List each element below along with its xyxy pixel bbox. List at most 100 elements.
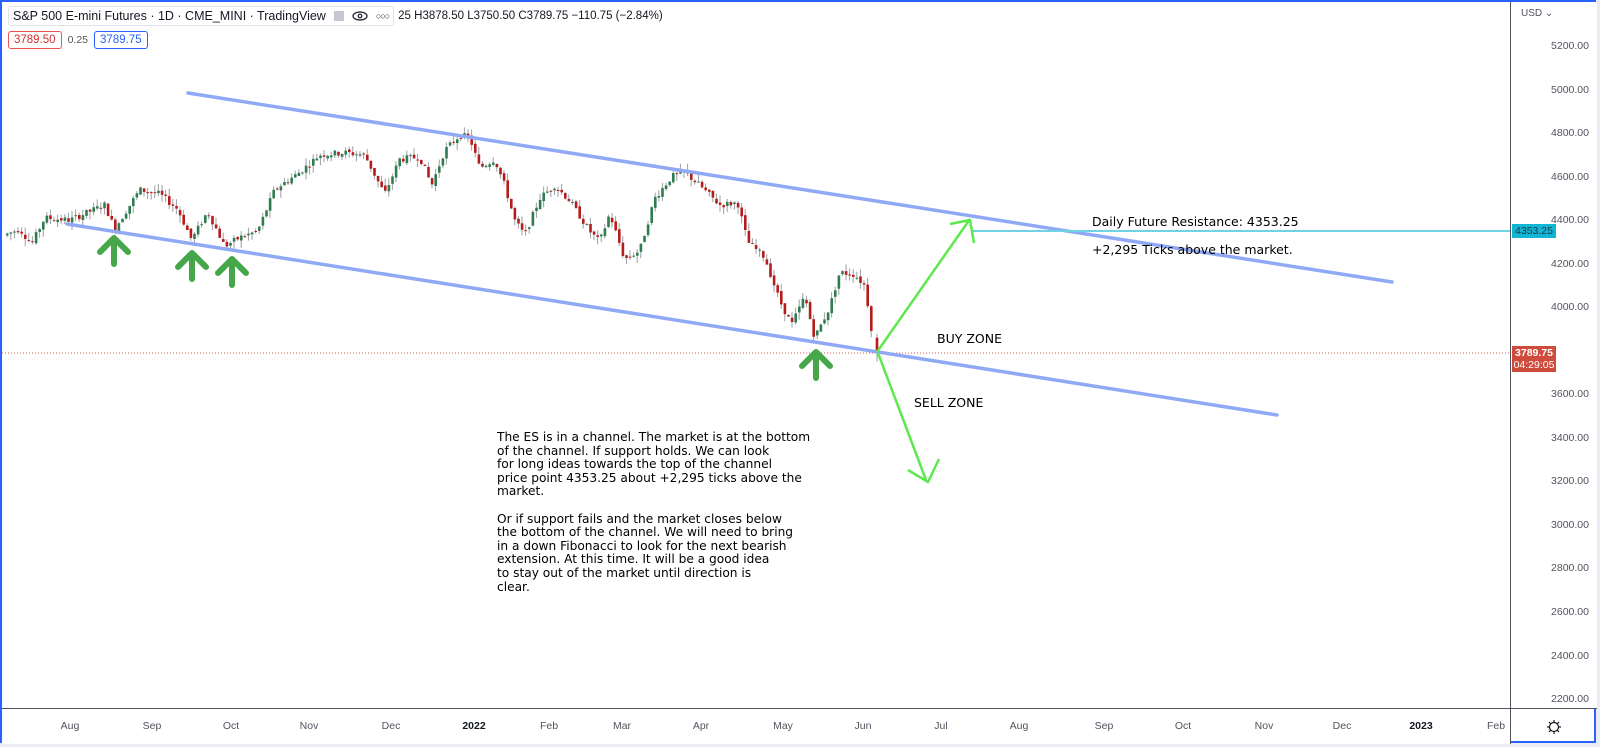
candle-body: [844, 271, 848, 275]
time-tick: 2022: [462, 720, 486, 732]
symbol-legend: S&P 500 E-mini Futures · 1D · CME_MINI ·…: [8, 6, 663, 26]
buy-zone-label[interactable]: BUY ZONE: [937, 331, 1002, 346]
candle-body: [304, 165, 308, 173]
down-arrow-line[interactable]: [876, 352, 928, 481]
support-arrow-icon[interactable]: [175, 250, 209, 282]
candle-body: [430, 178, 434, 185]
time-tick: Apr: [692, 720, 710, 732]
time-tick: Mar: [612, 720, 632, 732]
candle-body: [560, 189, 563, 193]
ticks-annotation[interactable]: +2,295 Ticks above the market.: [1092, 242, 1293, 257]
candle-body: [236, 236, 239, 240]
candle-body: [628, 256, 632, 258]
candle-body: [852, 274, 855, 277]
channel-lower-line[interactable]: [65, 222, 1279, 417]
candle-body: [715, 198, 718, 204]
candle-body: [319, 155, 322, 159]
candle-body: [488, 164, 491, 167]
price-tick: 5000.00: [1551, 83, 1589, 96]
sell-price-button[interactable]: 3789.50: [8, 31, 62, 49]
candle-body: [650, 207, 653, 224]
analysis-note[interactable]: The ES is in a channel. The market is at…: [497, 430, 811, 594]
candle-body: [247, 233, 250, 236]
candle-body: [376, 175, 380, 182]
candle-body: [700, 181, 704, 188]
candle-body: [758, 249, 761, 251]
candle-body: [870, 306, 873, 331]
currency-selector[interactable]: USD ⌄: [1521, 8, 1554, 19]
eye-icon[interactable]: [352, 11, 368, 21]
candle-body: [668, 181, 671, 186]
candle-body: [531, 212, 535, 226]
candle-body: [186, 225, 189, 230]
candle-body: [286, 182, 290, 184]
time-tick: Nov: [299, 720, 319, 732]
candle-body: [718, 202, 722, 205]
candle-body: [524, 230, 527, 232]
candle-body: [355, 154, 358, 156]
channel-upper-line[interactable]: [186, 91, 1394, 284]
candle-body: [200, 224, 203, 226]
candle-body: [348, 149, 351, 153]
candle-body: [60, 218, 63, 221]
sell-zone-label[interactable]: SELL ZONE: [914, 395, 984, 410]
candle-body: [272, 189, 275, 199]
candle-body: [45, 215, 49, 223]
candle-body: [834, 290, 837, 297]
more-options-icon[interactable]: ○○○: [375, 11, 390, 21]
symbol-title-box[interactable]: S&P 500 E-mini Futures · 1D · CME_MINI ·…: [8, 6, 395, 26]
candle-body: [9, 232, 13, 234]
time-axis[interactable]: Aug Sep Oct Nov Dec 2022 Feb Mar Apr May Jun Jul Aug…: [2, 708, 1510, 744]
candle-body: [826, 312, 830, 321]
time-tick: Sep: [142, 720, 162, 732]
chart-plot-area[interactable]: S&P 500 E-mini Futures · 1D · CME_MINI ·…: [2, 2, 1510, 708]
time-tick: Nov: [1254, 720, 1274, 732]
candle-body: [603, 228, 607, 237]
candle-body: [816, 330, 819, 336]
candle-body: [794, 313, 797, 323]
time-tick: 2023: [1409, 720, 1433, 732]
candle-body: [625, 255, 628, 259]
candle-body: [157, 190, 160, 194]
resistance-annotation[interactable]: Daily Future Resistance: 4353.25: [1092, 214, 1299, 229]
candle-body: [495, 164, 499, 168]
candle-body: [38, 229, 41, 232]
time-tick: Dec: [381, 720, 401, 732]
candle-body: [751, 243, 754, 245]
up-arrow-line[interactable]: [875, 218, 972, 353]
candle-body: [225, 241, 229, 247]
candle-body: [765, 259, 769, 265]
price-tick: 2600.00: [1551, 606, 1589, 619]
candle-body: [351, 152, 355, 156]
support-arrow-icon[interactable]: [97, 235, 131, 267]
candle-body: [600, 234, 603, 237]
candle-body: [438, 166, 441, 173]
candle-body: [646, 224, 650, 236]
candle-body: [567, 198, 571, 202]
candle-body: [636, 252, 639, 256]
candle-body: [92, 207, 95, 212]
candle-body: [848, 274, 851, 276]
flag-icon[interactable]: [333, 11, 344, 21]
price-tick: 2400.00: [1551, 649, 1589, 662]
candlestick-chart[interactable]: [2, 2, 1510, 708]
candle-body: [589, 223, 592, 233]
candle-body: [733, 202, 736, 205]
candle-body: [193, 233, 196, 239]
candle-body: [106, 203, 110, 217]
candle-body: [830, 298, 833, 314]
candle-body: [657, 195, 661, 198]
support-arrow-icon[interactable]: [215, 256, 249, 288]
candle-body: [333, 150, 337, 156]
price-axis[interactable]: USD ⌄ 5200.00 5000.00 4800.00 4600.00 4400.0…: [1510, 2, 1597, 708]
chart-settings-button[interactable]: [1510, 708, 1597, 744]
candle-body: [265, 210, 268, 217]
support-arrow-icon[interactable]: [799, 349, 833, 381]
candle-body: [380, 181, 383, 188]
time-tick: Dec: [1332, 720, 1352, 732]
candle-body: [736, 202, 740, 208]
candle-body: [369, 160, 373, 169]
buy-price-button[interactable]: 3789.75: [94, 31, 148, 49]
candle-body: [801, 298, 805, 308]
candle-body: [744, 215, 747, 230]
